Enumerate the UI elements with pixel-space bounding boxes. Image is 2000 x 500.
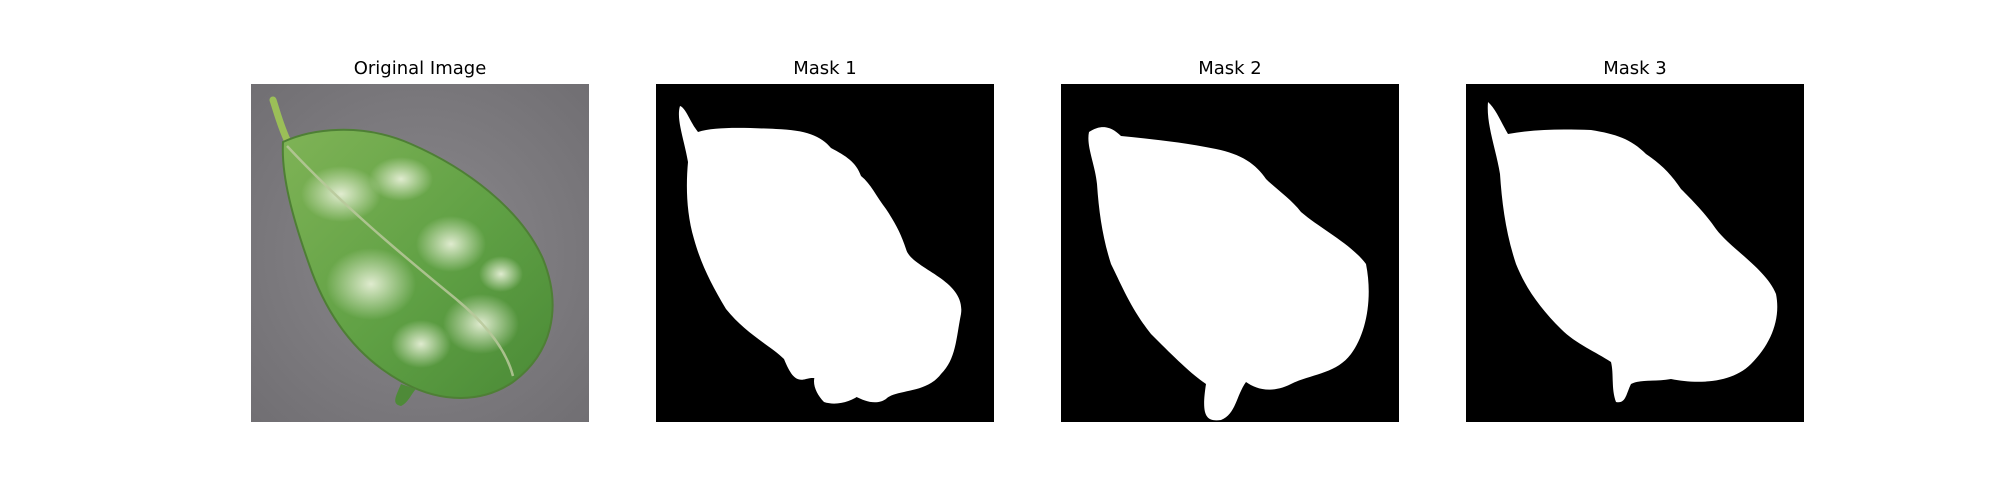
leaf-midrib bbox=[286, 145, 515, 377]
mask-1-title: Mask 1 bbox=[793, 58, 857, 79]
mask-3-panel bbox=[1466, 84, 1804, 422]
original-image-title: Original Image bbox=[353, 58, 487, 79]
mask-3-image bbox=[1466, 84, 1804, 422]
mask-3-shape bbox=[1487, 102, 1778, 403]
mask-2-title: Mask 2 bbox=[1198, 58, 1262, 79]
mask-3-title: Mask 3 bbox=[1603, 58, 1667, 79]
mask-1-shape bbox=[678, 106, 962, 403]
mask-2-panel bbox=[1061, 84, 1399, 422]
mildew-patch bbox=[369, 157, 433, 201]
mask-2-image bbox=[1061, 84, 1399, 422]
mask-1-shape-bottom bbox=[813, 374, 861, 404]
mildew-patch bbox=[479, 256, 523, 292]
mask-1-image bbox=[656, 84, 994, 422]
leaf-tip bbox=[395, 384, 416, 406]
original-leaf-image bbox=[251, 84, 589, 422]
mask-2-shape bbox=[1088, 127, 1369, 421]
original-image-panel bbox=[251, 84, 589, 422]
mildew-patch bbox=[416, 216, 486, 272]
mildew-patch bbox=[326, 248, 416, 320]
mask-1-panel bbox=[656, 84, 994, 422]
mildew-patch bbox=[391, 320, 451, 368]
